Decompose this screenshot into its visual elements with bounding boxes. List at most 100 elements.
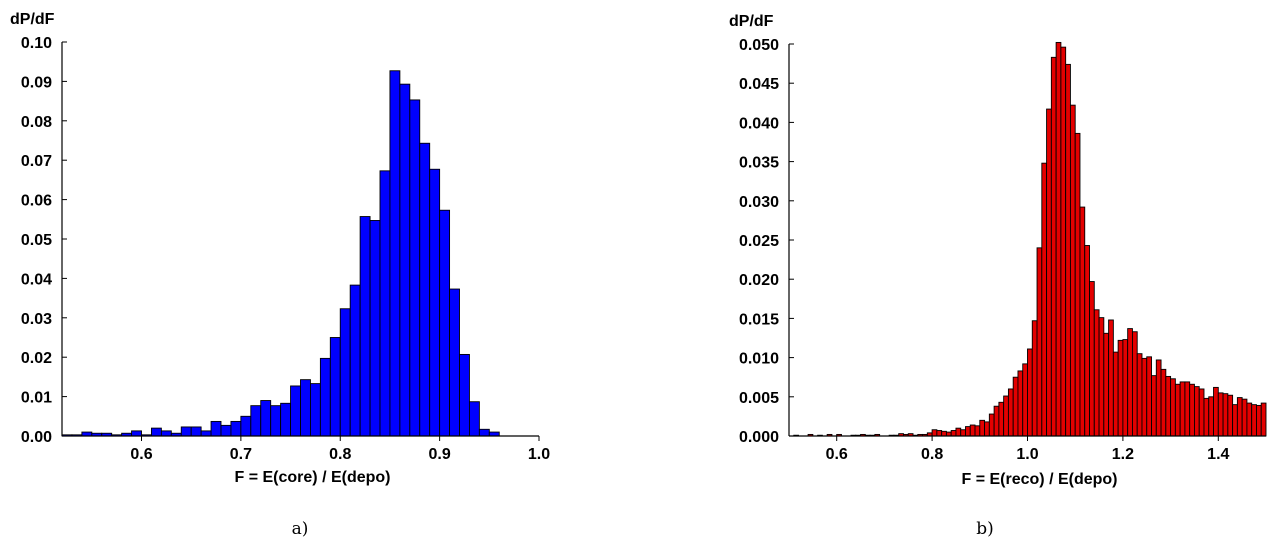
x-axis-title: F = E(reco) / E(depo) [961, 471, 1117, 488]
histogram-bar [1055, 41, 1062, 437]
x-axis-title: F = E(core) / E(depo) [234, 469, 390, 486]
histogram-bar [389, 70, 401, 437]
histogram-bar [250, 405, 262, 437]
histogram-bar [1041, 162, 1048, 437]
histogram-bar [280, 402, 292, 437]
histogram-bar [1236, 397, 1243, 437]
y-tick-label: 0.03 [21, 311, 52, 328]
y-tick-label: 0.010 [739, 351, 779, 368]
histogram-bar [1232, 404, 1238, 437]
histogram-bar [200, 430, 212, 437]
y-tick-label: 0.02 [21, 350, 52, 367]
y-tick-label: 0.04 [21, 271, 52, 288]
histogram-bar [1217, 392, 1224, 437]
x-tick-label: 0.6 [130, 446, 152, 463]
histogram-bar [1251, 404, 1257, 437]
y-tick-label: 0.005 [739, 390, 779, 407]
histogram-bar [1036, 247, 1043, 437]
histogram-bar [150, 427, 162, 437]
histogram-bar [329, 337, 341, 437]
histogram-bars [61, 70, 500, 437]
histogram-bar [1227, 394, 1234, 437]
histogram-bar [955, 427, 962, 437]
histogram-bar [180, 426, 192, 437]
y-tick-label: 0.05 [21, 232, 52, 249]
histogram-bar [988, 413, 995, 437]
x-tick-label: 1.0 [1016, 446, 1038, 463]
y-axis-title: dP/dF [729, 13, 774, 30]
y-tick-label: 0.08 [21, 114, 52, 131]
histogram-bar [449, 288, 460, 437]
histogram-bar [409, 99, 421, 437]
histogram-bar [998, 401, 1005, 437]
histogram-bar [965, 426, 971, 437]
histogram-bar [190, 426, 202, 437]
histogram-bar [1222, 393, 1229, 437]
histogram-bar [339, 308, 351, 437]
histogram-bar [230, 420, 242, 437]
histogram-bar [290, 385, 301, 437]
histogram-bar [468, 401, 480, 437]
histogram-panel-core: 0.00 0.01 0.02 0.03 0.04 0.05 0.06 0.07 0.08 0.09… [10, 11, 550, 539]
y-tick-label: 0.025 [739, 233, 779, 250]
x-tick-label: 1.2 [1112, 446, 1134, 463]
histogram-bar [1165, 375, 1172, 437]
histogram-bar [1074, 132, 1081, 437]
x-tick-label: 0.8 [329, 446, 351, 463]
histogram-bar [960, 429, 966, 437]
histogram-bar [1198, 388, 1205, 437]
histogram-bar [936, 430, 943, 437]
histogram-bar [1141, 357, 1148, 437]
histogram-bar [1131, 331, 1138, 437]
histogram-bar [1136, 353, 1143, 437]
histogram-bar [1260, 402, 1267, 437]
histogram-bar [974, 425, 981, 437]
y-tick-label: 0.06 [21, 193, 52, 210]
histogram-bar [359, 216, 371, 437]
x-tick-label: 0.9 [429, 446, 451, 463]
histogram-bar [1060, 46, 1067, 437]
histogram-bar [1213, 386, 1219, 437]
x-tick-label: 0.7 [230, 446, 252, 463]
histogram-bar [1179, 381, 1186, 437]
histogram-bar [1117, 339, 1124, 437]
histogram-panel-reco: 0.000 0.005 0.010 0.015 0.020 0.025 0.030 0.035… [729, 13, 1267, 539]
histogram-bar [1155, 359, 1162, 437]
histogram-bar [1189, 383, 1195, 437]
histogram-bar [1151, 375, 1157, 437]
histogram-bar [1160, 368, 1167, 437]
histogram-bar [439, 209, 451, 437]
histogram-bar [478, 428, 490, 437]
y-tick-label: 0.01 [21, 390, 52, 407]
y-axis-title: dP/dF [10, 11, 55, 28]
histogram-bar [1046, 108, 1052, 437]
histogram-bar [210, 420, 222, 437]
histogram-bar [1184, 381, 1191, 437]
histogram-bar [369, 220, 381, 437]
histogram-bar [993, 405, 1000, 437]
y-tick-label: 0.000 [739, 429, 779, 446]
histogram-bar [1069, 104, 1076, 437]
histogram-bar [1089, 281, 1095, 437]
histogram-bar [1241, 398, 1248, 437]
histogram-bar [931, 429, 938, 437]
histogram-bar [1174, 383, 1181, 437]
histogram-bar [270, 405, 282, 437]
histogram-bar [1007, 388, 1014, 437]
y-tick-label: 0.050 [739, 37, 779, 54]
histogram-bar [1256, 404, 1262, 437]
histogram-bar [379, 170, 391, 437]
histogram-bar [1208, 396, 1214, 437]
histogram-bar [1065, 63, 1071, 437]
histogram-bar [1003, 395, 1009, 437]
histogram-bar [1093, 309, 1100, 437]
histogram-bar [1170, 378, 1176, 437]
y-tick-label: 0.020 [739, 272, 779, 289]
histogram-bar [1246, 402, 1253, 437]
histogram-bar [240, 415, 252, 437]
x-tick-label: 1.4 [1207, 446, 1229, 463]
histogram-bar [399, 83, 411, 437]
panel-label: a) [292, 519, 309, 539]
histogram-bar [1027, 348, 1033, 437]
